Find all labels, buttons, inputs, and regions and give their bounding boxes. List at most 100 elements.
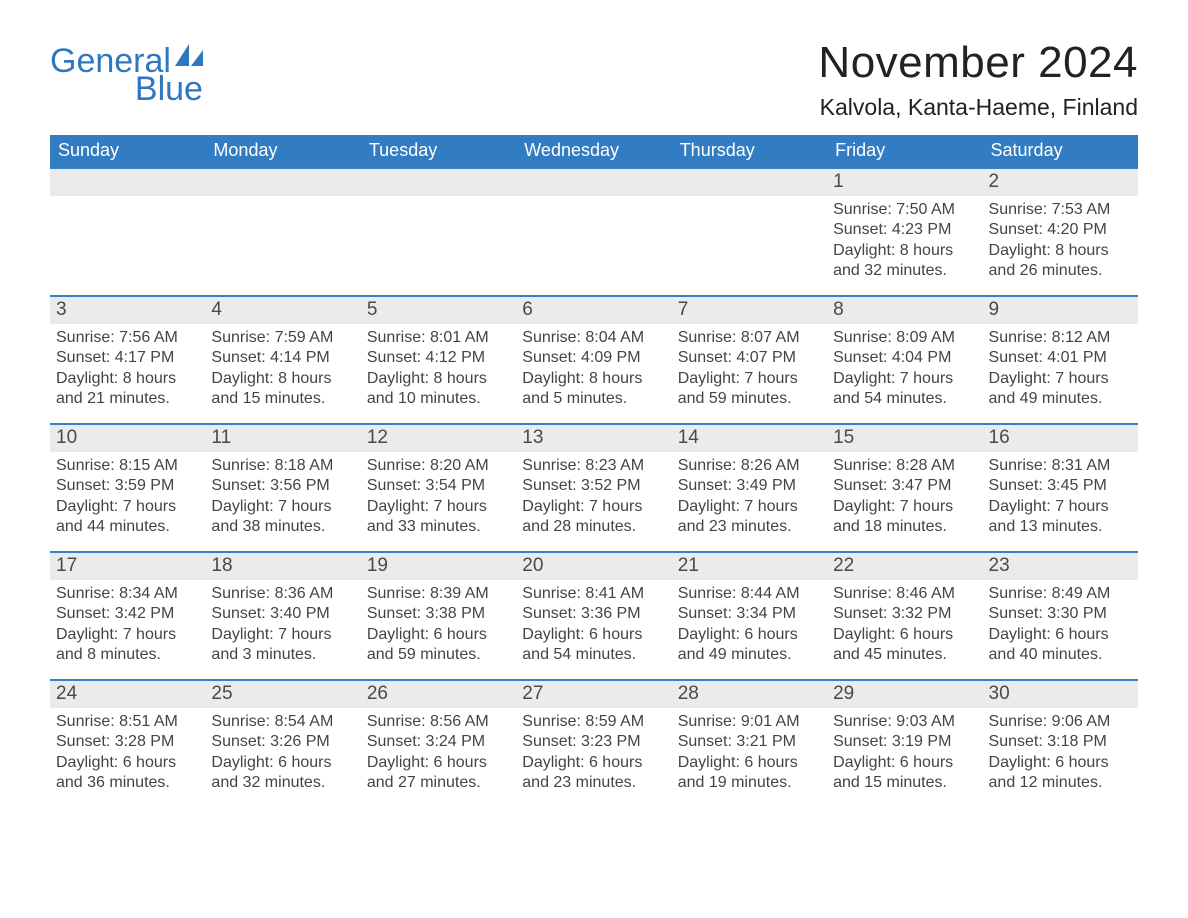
sunrise-text: Sunrise: 8:56 AM <box>367 712 510 732</box>
sunset-text: Sunset: 3:42 PM <box>56 604 199 624</box>
sunset-text: Sunset: 3:52 PM <box>522 476 665 496</box>
day-body: Sunrise: 8:12 AMSunset: 4:01 PMDaylight:… <box>983 324 1138 416</box>
day-body: Sunrise: 8:31 AMSunset: 3:45 PMDaylight:… <box>983 452 1138 544</box>
daylight1-text: Daylight: 7 hours <box>56 625 199 645</box>
daylight2-text: and 5 minutes. <box>522 389 665 409</box>
sunset-text: Sunset: 4:17 PM <box>56 348 199 368</box>
sunrise-text: Sunrise: 9:03 AM <box>833 712 976 732</box>
daylight2-text: and 40 minutes. <box>989 645 1132 665</box>
sunset-text: Sunset: 4:09 PM <box>522 348 665 368</box>
daylight1-text: Daylight: 7 hours <box>522 497 665 517</box>
calendar-cell: 13 Sunrise: 8:23 AMSunset: 3:52 PMDayligh… <box>516 423 671 551</box>
sunset-text: Sunset: 4:14 PM <box>211 348 354 368</box>
location-subtitle: Kalvola, Kanta-Haeme, Finland <box>818 94 1138 121</box>
sunset-text: Sunset: 3:59 PM <box>56 476 199 496</box>
sunset-text: Sunset: 3:32 PM <box>833 604 976 624</box>
sunset-text: Sunset: 3:30 PM <box>989 604 1132 624</box>
calendar-cell: 14Sunrise: 8:26 AMSunset: 3:49 PMDayligh… <box>672 423 827 551</box>
day-number: 12 <box>361 423 516 452</box>
daylight1-text: Daylight: 7 hours <box>678 369 821 389</box>
sunrise-text: Sunrise: 9:01 AM <box>678 712 821 732</box>
calendar-cell: 20Sunrise: 8:41 AMSunset: 3:36 PMDayligh… <box>516 551 671 679</box>
daylight1-text: Daylight: 6 hours <box>833 625 976 645</box>
day-body: Sunrise: 8:20 AMSunset: 3:54 PMDaylight:… <box>361 452 516 544</box>
sunrise-text: Sunrise: 7:53 AM <box>989 200 1132 220</box>
daylight2-text: and 3 minutes. <box>211 645 354 665</box>
daylight1-text: Daylight: 7 hours <box>367 497 510 517</box>
daylight1-text: Daylight: 7 hours <box>211 625 354 645</box>
sunrise-text: Sunrise: 8:44 AM <box>678 584 821 604</box>
brand-logo: General Blue <box>50 38 203 106</box>
day-body: Sunrise: 7:56 AMSunset: 4:17 PMDaylight:… <box>50 324 205 416</box>
sunrise-text: Sunrise: 7:50 AM <box>833 200 976 220</box>
header: General Blue November 2024 Kalvola, Kant… <box>50 38 1138 121</box>
calendar-cell: 3Sunrise: 7:56 AMSunset: 4:17 PMDaylight… <box>50 295 205 423</box>
daylight1-text: Daylight: 7 hours <box>678 497 821 517</box>
calendar-cell: 28Sunrise: 9:01 AMSunset: 3:21 PMDayligh… <box>672 679 827 807</box>
sunrise-text: Sunrise: 8:26 AM <box>678 456 821 476</box>
empty-day-strip <box>50 167 205 196</box>
daylight2-text: and 36 minutes. <box>56 773 199 793</box>
day-body: Sunrise: 8:15 AMSunset: 3:59 PMDaylight:… <box>50 452 205 544</box>
day-number: 29 <box>827 679 982 708</box>
sunrise-text: Sunrise: 8:18 AM <box>211 456 354 476</box>
daylight2-text: and 38 minutes. <box>211 517 354 537</box>
sunset-text: Sunset: 4:04 PM <box>833 348 976 368</box>
day-number: 26 <box>361 679 516 708</box>
day-number: 15 <box>827 423 982 452</box>
sail-icon <box>175 38 203 72</box>
sunset-text: Sunset: 3:19 PM <box>833 732 976 752</box>
daylight2-text: and 32 minutes. <box>211 773 354 793</box>
daylight2-text: and 59 minutes. <box>678 389 821 409</box>
daylight1-text: Daylight: 7 hours <box>56 497 199 517</box>
sunrise-text: Sunrise: 8:41 AM <box>522 584 665 604</box>
day-body: Sunrise: 9:01 AMSunset: 3:21 PMDaylight:… <box>672 708 827 800</box>
daylight1-text: Daylight: 7 hours <box>211 497 354 517</box>
day-number: 24 <box>50 679 205 708</box>
sunrise-text: Sunrise: 7:59 AM <box>211 328 354 348</box>
daylight2-text: and 54 minutes. <box>522 645 665 665</box>
calendar-cell: 4 Sunrise: 7:59 AMSunset: 4:14 PMDaylight… <box>205 295 360 423</box>
calendar-page: General Blue November 2024 Kalvola, Kant… <box>0 0 1188 918</box>
day-body: Sunrise: 8:04 AMSunset: 4:09 PMDaylight:… <box>516 324 671 416</box>
daylight1-text: Daylight: 6 hours <box>367 625 510 645</box>
weekday-header: Wednesday <box>516 135 671 167</box>
calendar-cell: 15Sunrise: 8:28 AMSunset: 3:47 PMDayligh… <box>827 423 982 551</box>
sunset-text: Sunset: 3:24 PM <box>367 732 510 752</box>
sunrise-text: Sunrise: 8:23 AM <box>522 456 665 476</box>
empty-day-strip <box>205 167 360 196</box>
calendar-cell: 22Sunrise: 8:46 AMSunset: 3:32 PMDayligh… <box>827 551 982 679</box>
daylight2-text: and 18 minutes. <box>833 517 976 537</box>
day-body: Sunrise: 7:53 AMSunset: 4:20 PMDaylight:… <box>983 196 1138 288</box>
daylight1-text: Daylight: 8 hours <box>989 241 1132 261</box>
day-body: Sunrise: 8:18 AMSunset: 3:56 PMDaylight:… <box>205 452 360 544</box>
sunrise-text: Sunrise: 8:51 AM <box>56 712 199 732</box>
calendar-table: SundayMondayTuesdayWednesdayThursdayFrid… <box>50 135 1138 807</box>
daylight1-text: Daylight: 6 hours <box>522 625 665 645</box>
calendar-cell: 21Sunrise: 8:44 AMSunset: 3:34 PMDayligh… <box>672 551 827 679</box>
daylight1-text: Daylight: 8 hours <box>211 369 354 389</box>
sunrise-text: Sunrise: 8:36 AM <box>211 584 354 604</box>
sunset-text: Sunset: 3:26 PM <box>211 732 354 752</box>
daylight2-text: and 49 minutes. <box>678 645 821 665</box>
sunrise-text: Sunrise: 8:34 AM <box>56 584 199 604</box>
day-body: Sunrise: 8:28 AMSunset: 3:47 PMDaylight:… <box>827 452 982 544</box>
daylight2-text: and 23 minutes. <box>678 517 821 537</box>
calendar-week-row: 1Sunrise: 7:50 AMSunset: 4:23 PMDaylight… <box>50 167 1138 295</box>
weekday-header: Sunday <box>50 135 205 167</box>
day-number: 9 <box>983 295 1138 324</box>
day-number: 13 <box>516 423 671 452</box>
calendar-cell: 2Sunrise: 7:53 AMSunset: 4:20 PMDaylight… <box>983 167 1138 295</box>
day-number: 2 <box>983 167 1138 196</box>
daylight2-text: and 15 minutes. <box>211 389 354 409</box>
sunrise-text: Sunrise: 9:06 AM <box>989 712 1132 732</box>
day-body: Sunrise: 8:34 AMSunset: 3:42 PMDaylight:… <box>50 580 205 672</box>
daylight2-text: and 28 minutes. <box>522 517 665 537</box>
calendar-week-row: 3Sunrise: 7:56 AMSunset: 4:17 PMDaylight… <box>50 295 1138 423</box>
day-body: Sunrise: 8:09 AMSunset: 4:04 PMDaylight:… <box>827 324 982 416</box>
sunset-text: Sunset: 3:21 PM <box>678 732 821 752</box>
daylight1-text: Daylight: 6 hours <box>833 753 976 773</box>
day-body: Sunrise: 7:50 AMSunset: 4:23 PMDaylight:… <box>827 196 982 288</box>
day-number: 7 <box>672 295 827 324</box>
day-number: 4 <box>205 295 360 324</box>
